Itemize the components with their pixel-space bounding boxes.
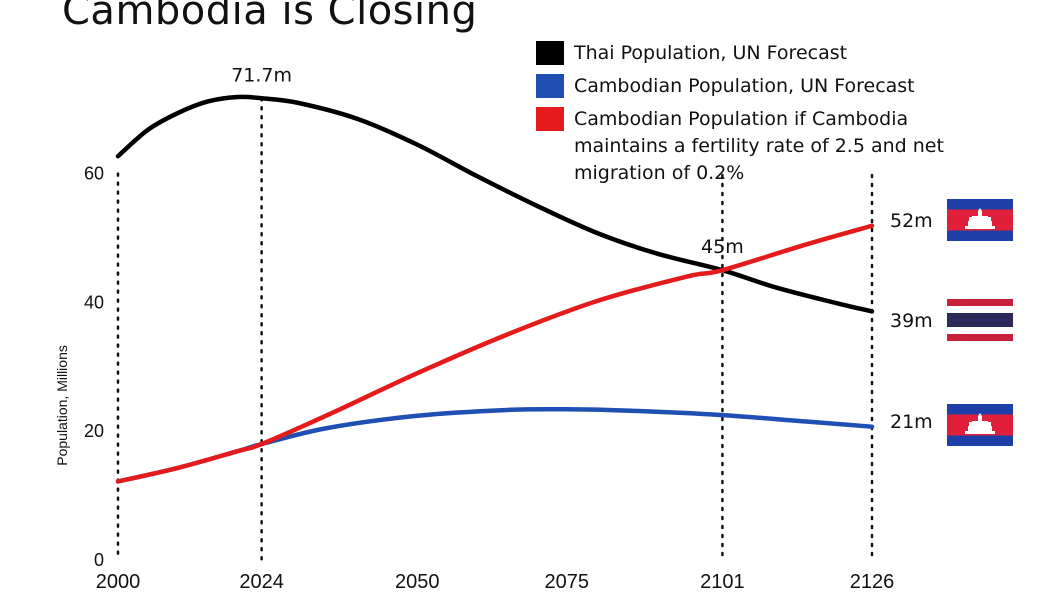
legend-swatch-cambodia-scenario — [536, 107, 564, 131]
cambodia-flag-icon — [947, 199, 1013, 241]
thailand-flag-icon — [947, 299, 1013, 341]
series-lines — [115, 94, 875, 484]
y-tick-label-20: 20 — [84, 421, 104, 441]
series-line-cambodia-scenario — [115, 223, 875, 484]
annotation-45m: 45m — [701, 236, 744, 258]
legend: Thai Population, UN Forecast Cambodian P… — [536, 40, 976, 187]
y-tick-label-0: 0 — [94, 550, 104, 570]
x-tick-label-2024: 2024 — [239, 571, 284, 593]
legend-item-thai: Thai Population, UN Forecast — [536, 40, 976, 67]
x-tick-label-2101: 2101 — [700, 571, 745, 593]
y-tick-label-60: 60 — [84, 164, 104, 184]
series-line-thai — [115, 94, 875, 314]
legend-swatch-thai — [536, 41, 564, 65]
x-tick-label-2000: 2000 — [96, 571, 141, 593]
annotation-71-7m: 71.7m — [231, 64, 292, 86]
legend-label-cambodia-un: Cambodian Population, UN Forecast — [574, 75, 915, 97]
y-axis-label: Population, Millions — [54, 345, 70, 466]
end-label-21m: 21m — [890, 411, 933, 433]
vertical-markers — [116, 97, 874, 562]
end-label-52m: 52m — [890, 210, 933, 232]
annotations: 71.7m 45m — [231, 64, 744, 258]
y-tick-label-40: 40 — [84, 292, 104, 312]
y-axis: 0 20 40 60 Population, Millions — [54, 164, 104, 570]
legend-item-cambodia-scenario: Cambodian Population if Cambodia maintai… — [536, 106, 976, 187]
cambodia-flag-icon — [947, 404, 1013, 446]
x-tick-label-2075: 2075 — [545, 571, 590, 593]
legend-swatch-cambodia-un — [536, 74, 564, 98]
chart-title: Cambodia is Closing — [62, 0, 478, 34]
x-axis: 2000 2024 2050 2075 2101 2126 — [96, 571, 895, 593]
end-label-39m: 39m — [890, 310, 933, 332]
x-tick-label-2126: 2126 — [850, 571, 895, 593]
series-line-cambodia-un — [115, 406, 875, 484]
legend-label-thai: Thai Population, UN Forecast — [574, 42, 848, 64]
x-tick-label-2050: 2050 — [395, 571, 440, 593]
legend-label-cambodia-scenario: Cambodian Population if Cambodia maintai… — [574, 108, 944, 184]
legend-item-cambodia-un: Cambodian Population, UN Forecast — [536, 73, 976, 100]
